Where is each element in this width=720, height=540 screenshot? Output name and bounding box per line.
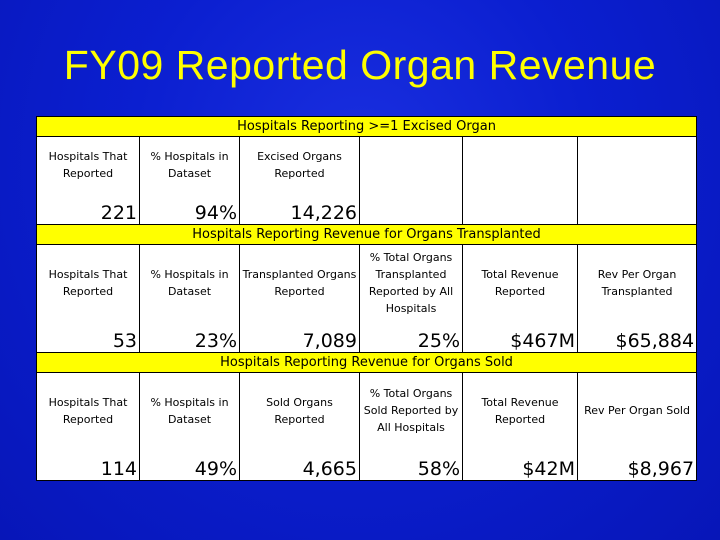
value-cell: $467M	[462, 320, 578, 353]
value-cell: 53	[36, 320, 140, 353]
header-cell: Sold Organs Reported	[239, 372, 360, 449]
value-cell: 58%	[359, 448, 463, 481]
header-cell	[462, 136, 578, 193]
header-cell: % Total Organs Transplanted Reported by …	[359, 244, 463, 321]
header-cell: % Hospitals in Dataset	[139, 136, 240, 193]
value-row-sold: 114 49% 4,665 58% $42M $8,967	[36, 448, 698, 481]
header-row-transplanted: Hospitals That Reported % Hospitals in D…	[36, 244, 698, 321]
value-cell: 14,226	[239, 192, 360, 225]
header-cell: Hospitals That Reported	[36, 372, 140, 449]
value-cell: 221	[36, 192, 140, 225]
value-cell: $8,967	[576, 448, 698, 481]
value-cell: 25%	[359, 320, 463, 353]
value-cell: 4,665	[239, 448, 360, 481]
organ-revenue-table: Hospitals Reporting >=1 Excised Organ Ho…	[35, 116, 698, 481]
value-cell: 23%	[139, 320, 240, 353]
header-row-sold: Hospitals That Reported % Hospitals in D…	[36, 372, 698, 449]
header-row-excised: Hospitals That Reported % Hospitals in D…	[36, 136, 698, 193]
header-cell: Excised Organs Reported	[239, 136, 360, 193]
value-cell: 49%	[139, 448, 240, 481]
header-cell: Rev Per Organ Transplanted	[576, 244, 698, 321]
value-cell: 94%	[139, 192, 240, 225]
header-cell	[359, 136, 463, 193]
header-cell: Total Revenue Reported	[462, 372, 578, 449]
section-band-excised: Hospitals Reporting >=1 Excised Organ	[35, 116, 698, 137]
header-cell: Total Revenue Reported	[462, 244, 578, 321]
band-label: Hospitals Reporting Revenue for Organs T…	[35, 224, 698, 245]
value-row-transplanted: 53 23% 7,089 25% $467M $65,884	[36, 320, 698, 353]
value-cell: $65,884	[576, 320, 698, 353]
value-cell: $42M	[462, 448, 578, 481]
value-cell	[462, 192, 578, 225]
header-cell	[576, 136, 698, 193]
value-cell: 7,089	[239, 320, 360, 353]
section-band-transplanted: Hospitals Reporting Revenue for Organs T…	[35, 224, 698, 245]
band-label: Hospitals Reporting >=1 Excised Organ	[35, 116, 698, 137]
header-cell: % Hospitals in Dataset	[139, 244, 240, 321]
slide-title: FY09 Reported Organ Revenue	[63, 42, 657, 88]
header-cell: Rev Per Organ Sold	[576, 372, 698, 449]
header-cell: % Hospitals in Dataset	[139, 372, 240, 449]
value-cell: 114	[36, 448, 140, 481]
band-label: Hospitals Reporting Revenue for Organs S…	[35, 352, 698, 373]
header-cell: Transplanted Organs Reported	[239, 244, 360, 321]
header-cell: % Total Organs Sold Reported by All Hosp…	[359, 372, 463, 449]
value-row-excised: 221 94% 14,226	[36, 192, 698, 225]
section-band-sold: Hospitals Reporting Revenue for Organs S…	[35, 352, 698, 373]
value-cell	[359, 192, 463, 225]
header-cell: Hospitals That Reported	[36, 244, 140, 321]
value-cell	[576, 192, 698, 225]
header-cell: Hospitals That Reported	[36, 136, 140, 193]
